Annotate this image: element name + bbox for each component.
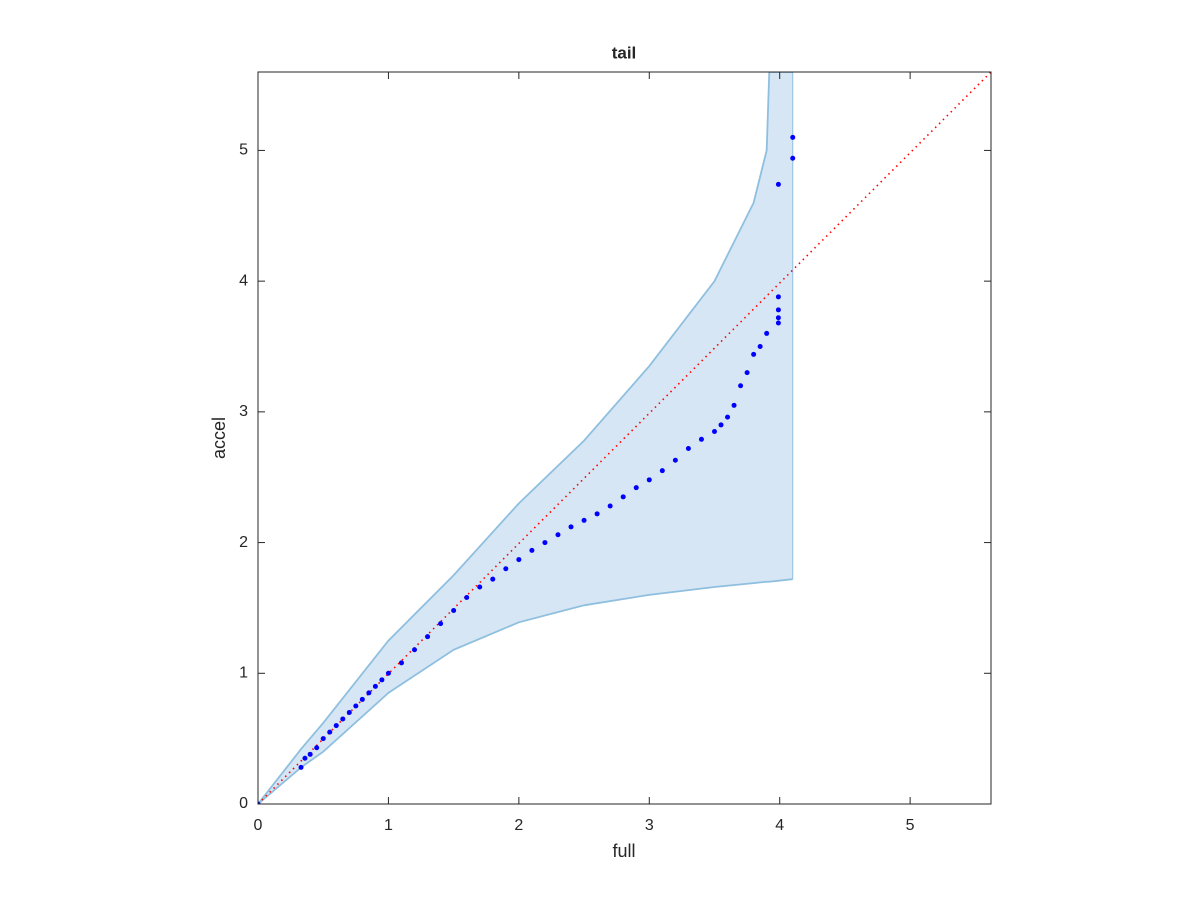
data-point bbox=[620, 494, 626, 500]
data-point bbox=[477, 584, 483, 590]
y-tick-label: 1 bbox=[239, 665, 248, 682]
axes-box bbox=[257, 71, 992, 805]
reference-line bbox=[258, 72, 991, 804]
band-upper-edge bbox=[258, 72, 793, 804]
x-tick-label: 4 bbox=[775, 817, 784, 834]
data-point bbox=[744, 370, 750, 376]
data-point bbox=[398, 660, 404, 666]
chart-title: tail bbox=[612, 43, 637, 62]
data-point bbox=[581, 517, 587, 523]
data-point bbox=[385, 670, 391, 676]
data-point bbox=[425, 634, 431, 640]
data-point bbox=[298, 764, 304, 770]
data-point bbox=[258, 801, 261, 804]
data-point bbox=[359, 696, 365, 702]
data-point bbox=[340, 716, 346, 722]
y-tick-label: 4 bbox=[239, 272, 248, 289]
y-axis-label: accel bbox=[209, 417, 229, 459]
data-point bbox=[346, 710, 352, 715]
x-tick-label: 2 bbox=[514, 817, 523, 834]
data-point bbox=[327, 729, 333, 735]
x-tick-label: 3 bbox=[645, 817, 654, 834]
x-tick-label: 1 bbox=[384, 817, 393, 834]
data-point bbox=[757, 344, 763, 349]
data-point bbox=[366, 690, 372, 696]
data-point bbox=[790, 155, 796, 161]
data-point bbox=[718, 422, 724, 428]
data-point bbox=[731, 402, 737, 408]
data-point bbox=[333, 723, 339, 729]
data-point bbox=[516, 557, 522, 563]
data-point bbox=[594, 511, 600, 517]
data-point bbox=[372, 683, 378, 689]
data-point bbox=[529, 547, 535, 553]
data-point bbox=[764, 330, 770, 336]
data-point bbox=[738, 383, 744, 389]
data-point bbox=[503, 566, 509, 572]
data-point bbox=[659, 468, 665, 474]
data-point bbox=[438, 621, 444, 627]
data-point bbox=[490, 576, 496, 582]
data-point bbox=[307, 751, 313, 757]
y-tick-label: 5 bbox=[239, 142, 248, 159]
data-point bbox=[464, 594, 470, 600]
y-tick-label: 3 bbox=[239, 403, 248, 420]
data-point bbox=[685, 445, 691, 451]
x-tick-label: 0 bbox=[254, 817, 263, 834]
data-point bbox=[607, 503, 613, 509]
data-point bbox=[555, 532, 561, 538]
band-lower-edge bbox=[258, 578, 793, 804]
data-point bbox=[542, 540, 548, 546]
data-point bbox=[775, 320, 781, 326]
data-point bbox=[379, 677, 385, 683]
data-point bbox=[451, 608, 457, 614]
data-point bbox=[314, 745, 320, 751]
data-point bbox=[672, 457, 678, 463]
data-point bbox=[633, 485, 639, 491]
x-tick-label: 5 bbox=[906, 817, 915, 834]
data-point bbox=[302, 755, 308, 761]
data-point bbox=[711, 428, 717, 434]
data-point bbox=[568, 524, 574, 530]
data-point bbox=[646, 477, 652, 483]
data-point bbox=[725, 414, 731, 420]
data-point bbox=[775, 307, 781, 313]
data-point bbox=[353, 703, 359, 709]
data-point bbox=[790, 134, 796, 140]
plot-area bbox=[258, 72, 991, 804]
data-point bbox=[412, 647, 418, 653]
data-point bbox=[775, 294, 781, 300]
data-point bbox=[775, 181, 781, 187]
data-point bbox=[320, 736, 326, 742]
x-axis-label: full bbox=[612, 841, 635, 861]
data-point bbox=[775, 315, 781, 321]
data-point bbox=[751, 351, 757, 357]
data-point bbox=[698, 436, 704, 442]
confidence-band bbox=[258, 72, 793, 804]
y-tick-label: 0 bbox=[239, 795, 248, 812]
y-tick-label: 2 bbox=[239, 534, 248, 551]
